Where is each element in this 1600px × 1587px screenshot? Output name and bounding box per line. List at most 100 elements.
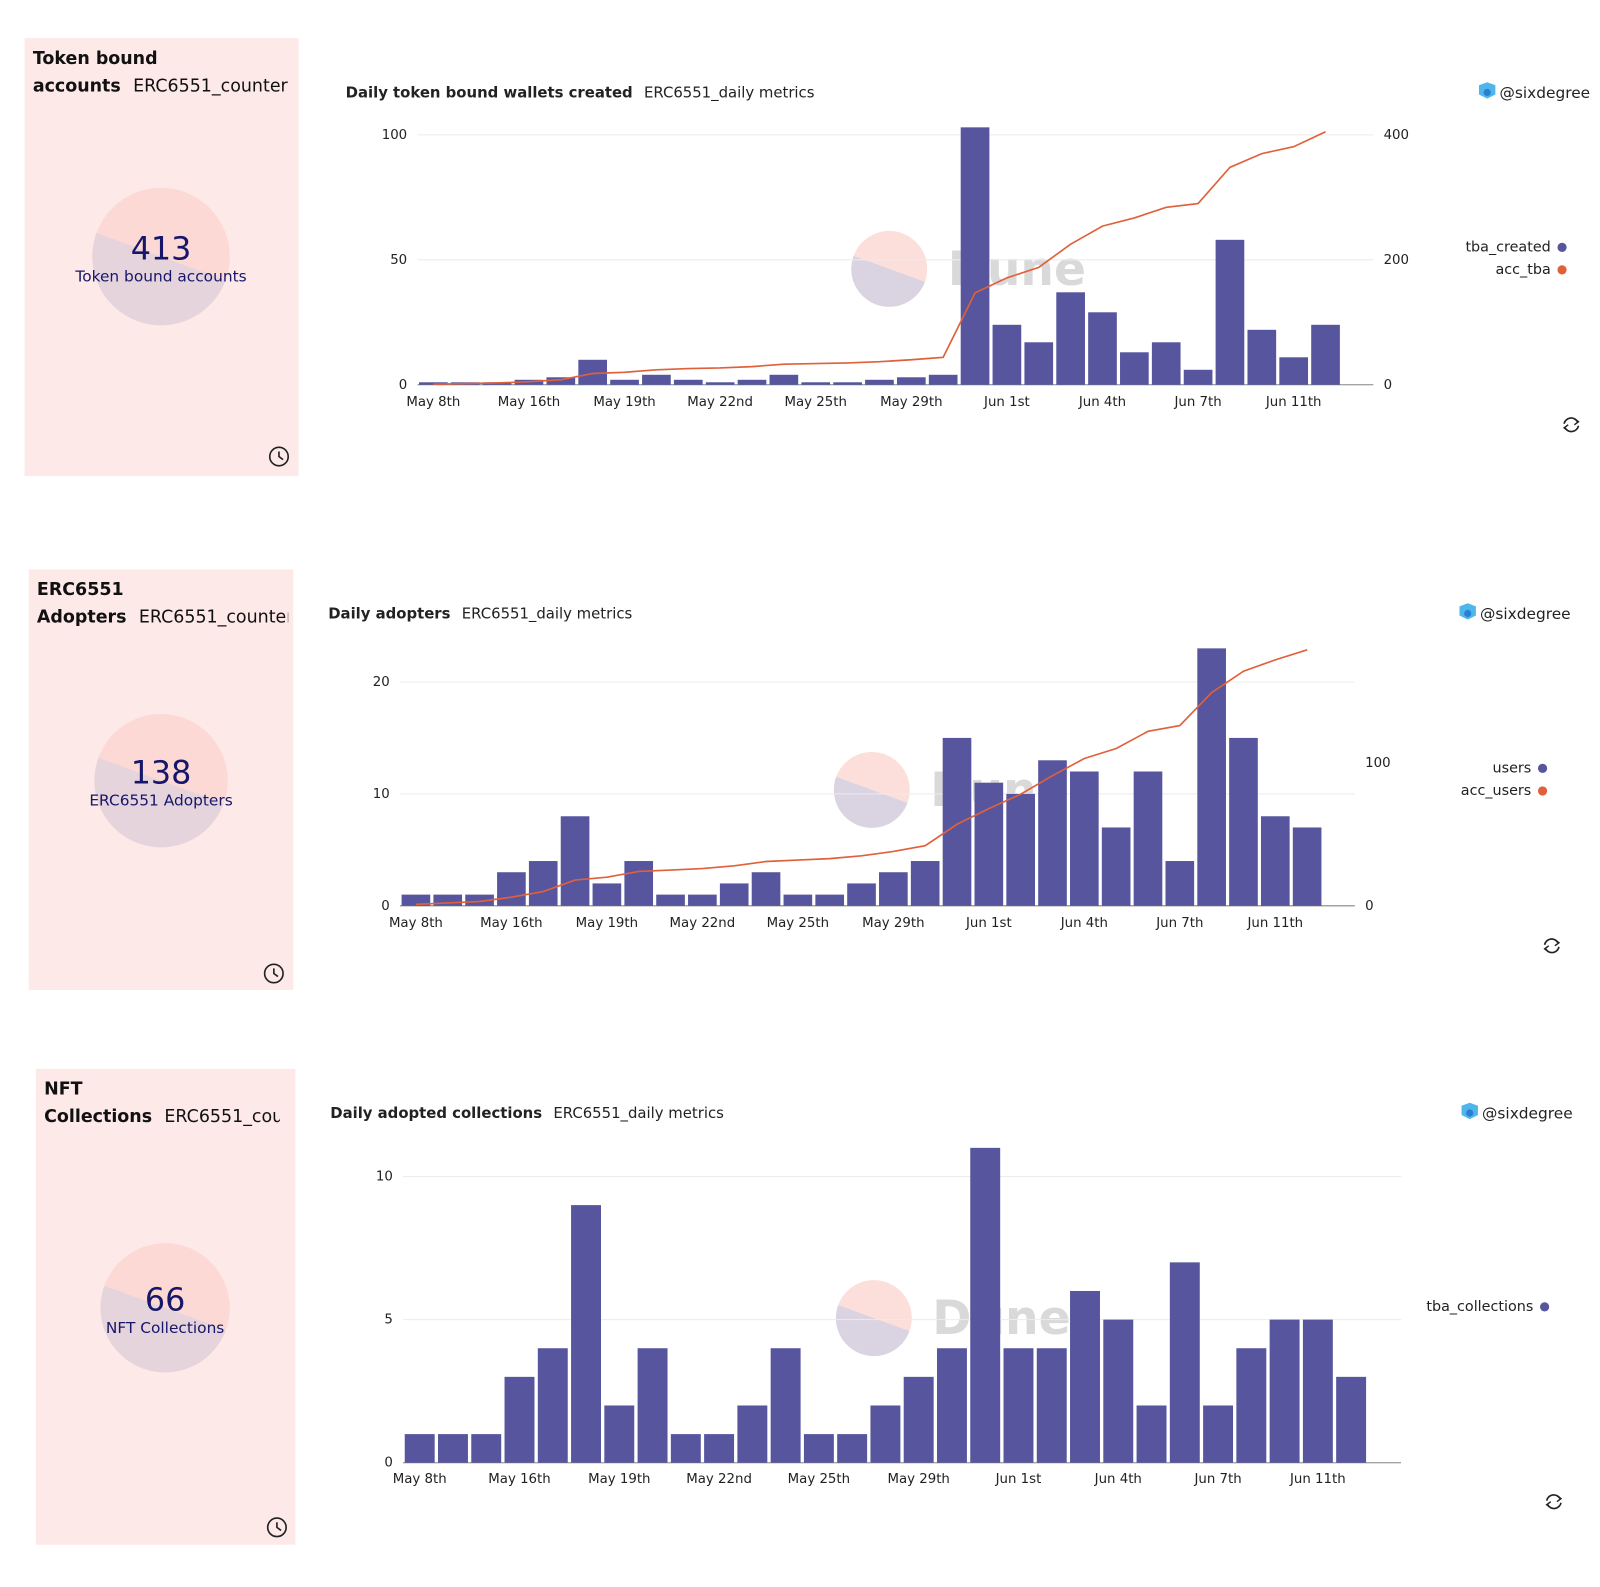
bar xyxy=(737,1405,768,1463)
counter-bg-slice xyxy=(92,233,226,326)
counter-title: Token bound accounts xyxy=(32,48,158,97)
refresh-heads xyxy=(1543,939,1561,953)
x-tick-label: May 29th xyxy=(862,916,924,931)
bar xyxy=(1311,324,1340,385)
y-tick-label: 0 xyxy=(384,1456,392,1471)
line xyxy=(433,131,1326,385)
y2-tick-label: 200 xyxy=(1384,253,1409,268)
bar xyxy=(471,1434,502,1463)
legend-label: acc_users xyxy=(1461,783,1532,799)
counter-title: NFT Collections xyxy=(44,1079,153,1128)
bar xyxy=(783,894,813,906)
x-tick-label: May 22nd xyxy=(687,395,753,410)
bar xyxy=(847,883,876,906)
bar xyxy=(1136,1405,1167,1463)
x-tick-label: Jun 7th xyxy=(1173,395,1221,410)
refresh-icon[interactable] xyxy=(1545,1494,1563,1510)
bar xyxy=(974,782,1004,906)
bar xyxy=(960,127,990,385)
bar xyxy=(719,883,749,906)
x-tick-label: Jun 11th xyxy=(1246,916,1303,931)
x-tick-label: May 8th xyxy=(393,1472,447,1487)
bar xyxy=(497,872,526,906)
x-tick-label: May 25th xyxy=(767,916,829,931)
bar xyxy=(546,377,576,385)
bar xyxy=(1183,369,1213,385)
refresh-icon[interactable] xyxy=(1543,938,1561,954)
x-tick-label: May 22nd xyxy=(686,1472,752,1487)
chart-query: ERC6551_daily metrics xyxy=(644,84,815,102)
x-tick-label: May 29th xyxy=(887,1472,949,1487)
bar xyxy=(688,894,717,906)
bar xyxy=(770,1348,801,1463)
bar xyxy=(837,1434,868,1463)
bar xyxy=(404,1434,435,1463)
counter-title: ERC6551 Adopters xyxy=(36,579,127,628)
counter-header: Token bound accounts ERC6551_counter xyxy=(32,48,288,97)
bar xyxy=(1336,1376,1367,1463)
bar xyxy=(401,894,431,906)
bar xyxy=(656,894,685,906)
bar xyxy=(637,1348,668,1463)
bar xyxy=(578,359,608,385)
x-tick-label: May 8th xyxy=(389,916,443,931)
bar xyxy=(504,1376,535,1463)
counter-value: 413 xyxy=(131,230,192,267)
x-tick-label: May 19th xyxy=(576,916,638,931)
y-tick-label: 0 xyxy=(381,899,389,914)
y2-tick-label: 400 xyxy=(1384,128,1409,143)
bar xyxy=(1197,648,1226,906)
legend-dot xyxy=(1537,786,1548,796)
bar xyxy=(592,883,622,906)
counter-label: NFT Collections xyxy=(106,1319,224,1337)
legend-label: acc_tba xyxy=(1496,262,1551,278)
x-tick-label: Jun 1st xyxy=(995,1472,1042,1487)
bar xyxy=(751,872,781,906)
bar xyxy=(1269,1319,1300,1463)
bar xyxy=(1070,771,1099,906)
bar xyxy=(571,1205,602,1463)
bar xyxy=(610,379,639,385)
refresh-icon[interactable] xyxy=(1562,417,1580,433)
author-icon-dot xyxy=(1466,1109,1474,1117)
y-tick-label: 10 xyxy=(376,1169,393,1184)
bar xyxy=(1088,312,1117,385)
y-tick-label: 100 xyxy=(382,128,407,143)
chart-query: ERC6551_daily metrics xyxy=(462,605,633,623)
y-tick-label: 10 xyxy=(373,787,390,802)
bar xyxy=(624,861,654,906)
bar xyxy=(1165,861,1195,906)
bar xyxy=(528,861,558,906)
x-tick-label: Jun 7th xyxy=(1193,1472,1241,1487)
legend-dot xyxy=(1557,265,1567,275)
legend-label: tba_collections xyxy=(1426,1299,1533,1315)
x-tick-label: May 16th xyxy=(488,1472,550,1487)
bar xyxy=(1260,816,1290,906)
x-tick-label: May 22nd xyxy=(670,916,736,931)
author: @sixdegree xyxy=(1480,605,1571,623)
y-tick-label: 50 xyxy=(390,253,407,268)
watermark-slice xyxy=(833,776,908,828)
counter-heading: ERC6551 Adopters ERC6551_counter xyxy=(37,577,288,632)
bar xyxy=(1151,342,1181,385)
bar xyxy=(833,382,862,385)
x-tick-label: May 19th xyxy=(593,395,655,410)
legend-label: tba_created xyxy=(1465,239,1550,255)
bar xyxy=(1056,292,1085,385)
counter-value: 138 xyxy=(131,755,192,792)
bar xyxy=(737,379,767,385)
bar xyxy=(1229,737,1258,906)
chart-title: Daily token bound wallets created xyxy=(346,84,633,102)
bar xyxy=(1215,239,1245,385)
bar xyxy=(1302,1319,1333,1463)
watermark: Dune xyxy=(932,1291,1070,1346)
bar xyxy=(1169,1262,1200,1463)
counter-value: 66 xyxy=(145,1282,185,1319)
bar xyxy=(970,1147,1001,1463)
author-icon-dot xyxy=(1464,609,1472,618)
clock-icon xyxy=(266,1517,287,1538)
counter-label: ERC6551 Adopters xyxy=(89,792,232,810)
bar xyxy=(936,1348,967,1463)
bar xyxy=(1038,760,1067,906)
